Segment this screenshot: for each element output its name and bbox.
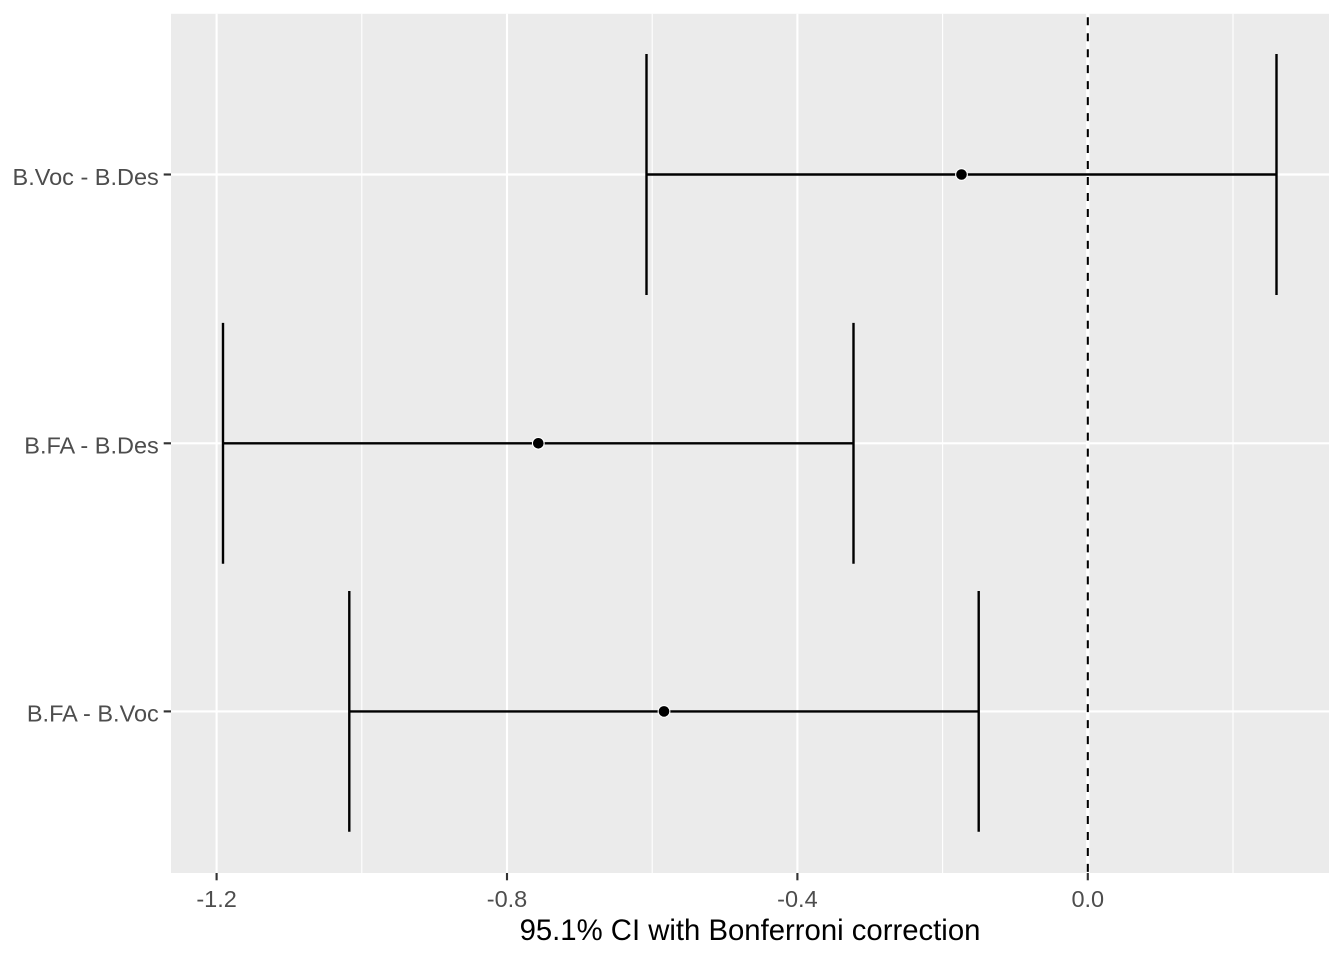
- svg-text:B.FA - B.Des: B.FA - B.Des: [24, 433, 159, 459]
- svg-text:95.1% CI with Bonferroni corre: 95.1% CI with Bonferroni correction: [520, 914, 981, 947]
- svg-text:B.FA - B.Voc: B.FA - B.Voc: [27, 701, 159, 727]
- svg-text:B.Voc - B.Des: B.Voc - B.Des: [13, 164, 159, 190]
- svg-text:-0.8: -0.8: [487, 886, 528, 912]
- svg-text:-0.4: -0.4: [777, 886, 818, 912]
- svg-text:-1.2: -1.2: [196, 886, 237, 912]
- svg-text:0.0: 0.0: [1071, 886, 1104, 912]
